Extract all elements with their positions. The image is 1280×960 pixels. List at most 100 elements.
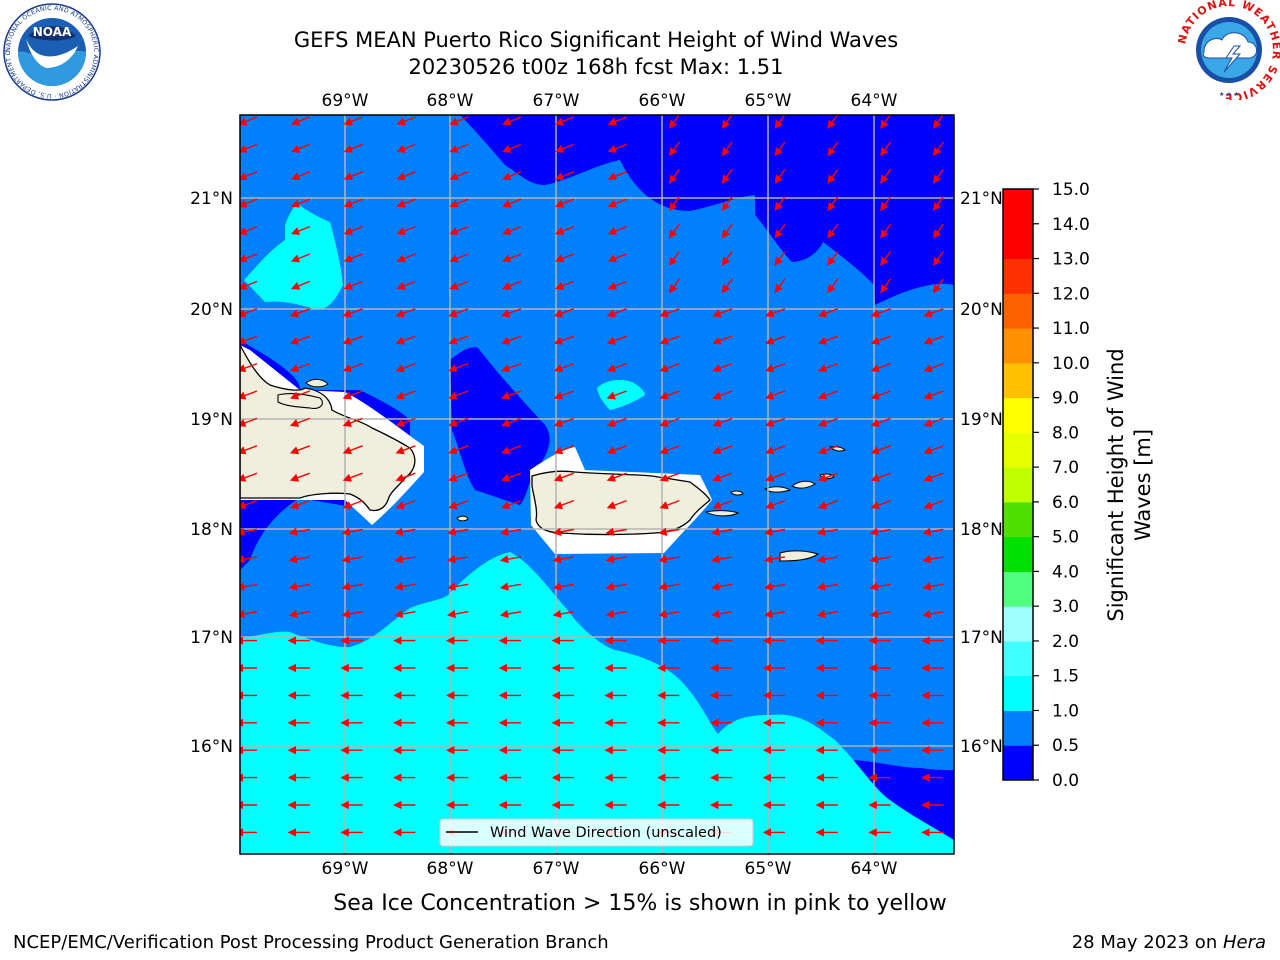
wave-direction-arrow: [816, 555, 838, 564]
wave-bin-1-1.5-south: [240, 552, 954, 854]
wave-direction-arrow: [499, 555, 522, 564]
wave-direction-arrow: [553, 308, 575, 318]
legend-label: Wind Wave Direction (unscaled): [490, 825, 722, 841]
wave-direction-arrow: [923, 308, 944, 318]
wave-direction-arrow: [240, 472, 258, 482]
wave-direction-arrow: [240, 171, 258, 181]
wave-direction-arrow: [763, 582, 786, 591]
svg-text:65°W: 65°W: [745, 859, 792, 879]
wave-direction-arrow: [502, 171, 522, 181]
wave-direction-arrow: [712, 308, 733, 318]
wave-direction-arrow: [668, 251, 680, 266]
wave-direction-arrow: [240, 225, 258, 235]
footer-branch: NCEP/EMC/Verification Post Processing Pr…: [13, 932, 609, 953]
svg-text:16°N: 16°N: [190, 737, 233, 757]
wave-direction-arrow: [552, 555, 574, 564]
wave-direction-arrow: [501, 335, 522, 345]
nws-logo: NATIONAL WEATHER SERVICE ★ ★ ★: [1178, 0, 1280, 100]
wave-direction-arrow: [342, 335, 363, 345]
wave-direction-arrow: [343, 280, 363, 290]
wave-bin-0-0.5-north: [460, 115, 954, 305]
wave-direction-arrow: [607, 198, 627, 208]
wave-direction-arrow: [448, 445, 469, 455]
colorbar-frame: [1002, 188, 1034, 781]
wave-direction-arrow: [880, 223, 892, 239]
wave-direction-arrow: [449, 143, 469, 153]
wave-direction-arrow: [448, 362, 469, 373]
wave-direction-arrow: [869, 582, 891, 591]
wave-direction-arrow: [817, 499, 839, 510]
wave-direction-arrow: [827, 223, 839, 239]
wave-direction-arrow: [290, 253, 311, 263]
wave-direction-arrow: [499, 582, 522, 591]
wave-direction-arrow: [923, 417, 944, 427]
land-tortola: [791, 480, 816, 489]
wave-direction-arrow: [870, 417, 891, 427]
wave-direction-arrow: [869, 555, 891, 564]
lon-labels-top: 69°W 68°W 67°W 66°W 65°W 64°W: [322, 91, 898, 111]
wave-direction-arrow: [240, 390, 258, 400]
wave-direction-arrow: [395, 445, 416, 455]
wave-direction-arrow: [763, 609, 786, 619]
colorbar-bin: [1003, 571, 1033, 607]
colorbar-tick-label: 0.5: [1052, 736, 1079, 756]
wave-direction-arrow: [240, 582, 258, 591]
colorbar-bin: [1003, 745, 1033, 781]
wave-direction-arrow: [289, 417, 311, 427]
svg-text:69°W: 69°W: [322, 859, 369, 879]
wave-direction-arrow: [923, 499, 944, 510]
colorbar-bin: [1003, 362, 1033, 399]
wave-direction-arrow: [659, 445, 680, 455]
wave-direction-arrow: [765, 390, 786, 400]
wave-direction-arrow: [880, 115, 892, 129]
svg-text:19°N: 19°N: [190, 410, 233, 430]
wave-direction-arrow: [721, 278, 733, 294]
wave-direction-arrow: [668, 115, 680, 129]
wave-direction-arrow: [449, 253, 469, 263]
wave-direction-arrow: [774, 278, 786, 294]
lat-labels-right: 21°N 20°N 19°N 18°N 17°N 16°N: [960, 189, 1003, 757]
wave-direction-arrow: [289, 362, 311, 373]
colorbar-tick-label: 1.0: [1052, 701, 1079, 721]
wave-direction-arrow: [605, 582, 627, 591]
wave-direction-arrow: [501, 445, 522, 455]
colorbar-tick-label: 0.0: [1052, 771, 1079, 791]
footer-date-text: 28 May 2023 on: [1071, 932, 1223, 953]
wave-direction-arrow: [448, 472, 469, 482]
wave-direction-arrow: [342, 362, 363, 373]
colorbar-tick-label: 6.0: [1052, 493, 1079, 513]
wave-direction-arrow: [711, 527, 733, 536]
colorbar-bin: [1003, 258, 1033, 294]
svg-text:16°N: 16°N: [960, 737, 1003, 757]
wave-direction-arrow: [396, 198, 416, 208]
wave-direction-arrow: [502, 143, 522, 153]
svg-text:18°N: 18°N: [190, 520, 233, 540]
svg-text:19°N: 19°N: [960, 410, 1003, 430]
wave-direction-arrow: [606, 417, 627, 427]
wave-direction-arrow: [553, 445, 575, 455]
wave-direction-arrow: [394, 527, 416, 536]
wave-direction-arrow: [605, 609, 627, 619]
wave-height-field: [240, 115, 954, 854]
wave-direction-arrow: [553, 390, 575, 400]
wave-direction-arrow: [289, 335, 311, 345]
wave-direction-arrow: [668, 168, 680, 184]
wave-direction-arrow: [765, 308, 786, 318]
wave-direction-arrow: [553, 417, 575, 427]
wave-bin-0-0.5-mona: [450, 347, 550, 505]
wave-direction-arrow: [343, 143, 363, 153]
wave-direction-arrow: [394, 582, 416, 591]
wave-direction-arrow: [932, 115, 944, 129]
map-frame: [239, 114, 955, 855]
wave-direction-arrow: [765, 499, 786, 510]
wave-direction-arrow: [765, 472, 786, 482]
wave-direction-arrow: [607, 225, 627, 235]
wave-direction-arrow: [923, 390, 944, 400]
wave-direction-arrow: [712, 499, 733, 510]
wave-direction-arrow: [501, 472, 522, 482]
wave-direction-arrow: [341, 609, 363, 619]
svg-text:21°N: 21°N: [960, 189, 1003, 209]
wave-direction-arrow: [712, 417, 733, 427]
wave-direction-arrow: [396, 253, 416, 263]
noaa-logo: NATIONAL OCEANIC AND ATMOSPHERIC ADMINIS…: [2, 2, 101, 101]
